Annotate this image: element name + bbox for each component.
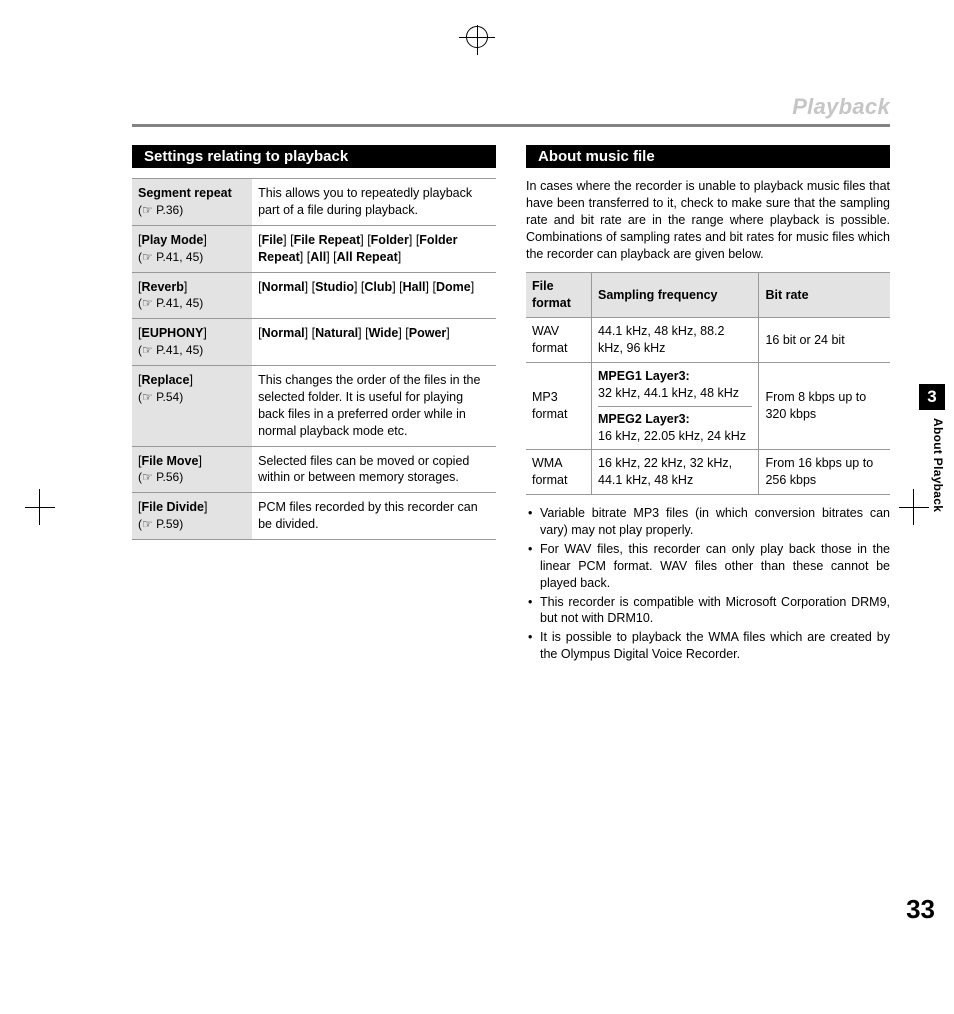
bitrate-cell: From 16 kbps up to 256 kbps: [759, 450, 890, 495]
setting-label: [File Divide](☞ P.59): [132, 493, 252, 540]
table-row: [File Move](☞ P.56)Selected files can be…: [132, 446, 496, 493]
chapter-label: About Playback: [919, 418, 945, 512]
th-sampling: Sampling frequency: [592, 273, 759, 318]
notes-list: Variable bitrate MP3 files (in which con…: [526, 505, 890, 663]
list-item: This recorder is compatible with Microso…: [526, 594, 890, 628]
chapter-number: 3: [919, 384, 945, 410]
setting-label: [Replace](☞ P.54): [132, 366, 252, 447]
page-number: 33: [906, 894, 935, 925]
bitrate-cell: From 8 kbps up to 320 kbps: [759, 362, 890, 450]
page-title: Playback: [132, 94, 890, 120]
format-cell: MP3 format: [526, 362, 592, 450]
table-row: Segment repeat(☞ P.36)This allows you to…: [132, 179, 496, 226]
setting-desc: This changes the order of the files in t…: [252, 366, 496, 447]
about-music-title: About music file: [526, 145, 890, 168]
header-rule: [132, 124, 890, 127]
page-content: Playback Settings relating to playback S…: [132, 94, 890, 665]
side-tab: 3 About Playback: [919, 384, 945, 512]
table-row: [Reverb](☞ P.41, 45)[Normal] [Studio] [C…: [132, 272, 496, 319]
list-item: It is possible to playback the WMA files…: [526, 629, 890, 663]
table-row: [EUPHONY](☞ P.41, 45)[Normal] [Natural] …: [132, 319, 496, 366]
table-row: [Play Mode](☞ P.41, 45)[File] [File Repe…: [132, 225, 496, 272]
left-column: Settings relating to playback Segment re…: [132, 145, 496, 665]
list-item: For WAV files, this recorder can only pl…: [526, 541, 890, 592]
settings-table: Segment repeat(☞ P.36)This allows you to…: [132, 178, 496, 540]
intro-text: In cases where the recorder is unable to…: [526, 178, 890, 262]
table-row: [File Divide](☞ P.59)PCM files recorded …: [132, 493, 496, 540]
th-bitrate: Bit rate: [759, 273, 890, 318]
list-item: Variable bitrate MP3 files (in which con…: [526, 505, 890, 539]
sampling-cell: 16 kHz, 22 kHz, 32 kHz, 44.1 kHz, 48 kHz: [592, 450, 759, 495]
setting-label: [Reverb](☞ P.41, 45): [132, 272, 252, 319]
table-row: [Replace](☞ P.54)This changes the order …: [132, 366, 496, 447]
format-cell: WAV format: [526, 318, 592, 363]
formats-table: File format Sampling frequency Bit rate …: [526, 272, 890, 495]
table-row: MP3 formatMPEG1 Layer3:32 kHz, 44.1 kHz,…: [526, 362, 890, 450]
crop-mark-top: [462, 25, 492, 55]
setting-label: Segment repeat(☞ P.36): [132, 179, 252, 226]
table-row: WAV format44.1 kHz, 48 kHz, 88.2 kHz, 96…: [526, 318, 890, 363]
setting-desc: This allows you to repeat­edly playback …: [252, 179, 496, 226]
th-format: File format: [526, 273, 592, 318]
format-cell: WMA format: [526, 450, 592, 495]
sampling-cell: 44.1 kHz, 48 kHz, 88.2 kHz, 96 kHz: [592, 318, 759, 363]
sampling-cell: MPEG1 Layer3:32 kHz, 44.1 kHz, 48 kHzMPE…: [592, 362, 759, 450]
setting-desc: PCM files recorded by this recorder can …: [252, 493, 496, 540]
right-column: About music file In cases where the reco…: [526, 145, 890, 665]
setting-desc: Selected files can be moved or copied wi…: [252, 446, 496, 493]
settings-section-title: Settings relating to playback: [132, 145, 496, 168]
setting-desc: [Normal] [Natural] [Wide] [Power]: [252, 319, 496, 366]
table-row: WMA format16 kHz, 22 kHz, 32 kHz, 44.1 k…: [526, 450, 890, 495]
setting-label: [File Move](☞ P.56): [132, 446, 252, 493]
bitrate-cell: 16 bit or 24 bit: [759, 318, 890, 363]
setting-label: [Play Mode](☞ P.41, 45): [132, 225, 252, 272]
setting-desc: [File] [File Repeat] [Folder] [Folder Re…: [252, 225, 496, 272]
crop-mark-left: [25, 492, 55, 522]
setting-desc: [Normal] [Studio] [Club] [Hall] [Dome]: [252, 272, 496, 319]
setting-label: [EUPHONY](☞ P.41, 45): [132, 319, 252, 366]
